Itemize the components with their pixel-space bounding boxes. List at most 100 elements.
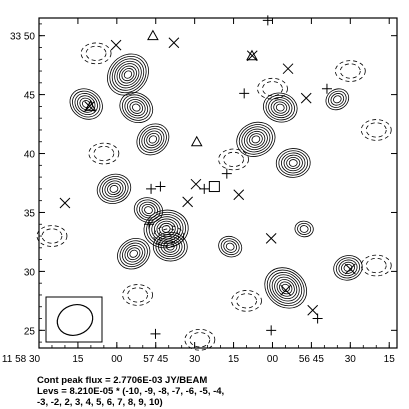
contour-source-8-level-1 bbox=[107, 182, 121, 196]
y-tick-label-3: 35 bbox=[24, 208, 36, 219]
x-tick-label-3: 57 45 bbox=[143, 354, 168, 365]
contour-source-14-level-2 bbox=[220, 238, 240, 256]
x-axis-tick-labels: 11 58 30 15 00 57 45 30 15 00 56 45 30 15 bbox=[2, 354, 395, 365]
contour-source-6-level-2 bbox=[283, 154, 303, 172]
contour-source-4-level-0 bbox=[275, 103, 285, 112]
contour-source-1-level-7 bbox=[143, 209, 189, 249]
contour-source-5-level-5 bbox=[136, 123, 170, 156]
contour-source-3-level-6 bbox=[236, 121, 276, 157]
contour-source-11-level-1 bbox=[163, 240, 178, 253]
contour-source-16-level-1 bbox=[297, 222, 312, 235]
triangle-marker-0 bbox=[147, 29, 159, 41]
x-tick-label-2: 00 bbox=[111, 354, 123, 365]
cross-marker-12 bbox=[344, 263, 356, 275]
contour-source-5-level-4 bbox=[138, 125, 167, 153]
contour-source-4-level-3 bbox=[268, 97, 293, 119]
contour-source-0-level-4 bbox=[114, 60, 142, 89]
contour-source-11-level-5 bbox=[152, 231, 188, 262]
contour-source-6-level-4 bbox=[278, 150, 309, 176]
contour-source-7-level-1 bbox=[79, 97, 93, 111]
triangle-marker-3 bbox=[246, 49, 258, 61]
contour-source-5-level-3 bbox=[141, 128, 165, 151]
y-tick-label-1: 45 bbox=[24, 91, 36, 102]
x-tick-label-7: 56 45 bbox=[299, 354, 324, 365]
contour-source-4-level-5 bbox=[262, 92, 298, 123]
contour-source-2-level-4 bbox=[121, 94, 151, 121]
contour-source-9-level-1 bbox=[141, 204, 156, 217]
contour-source-0-level-6 bbox=[109, 56, 147, 94]
contour-source-12-level-7 bbox=[264, 267, 308, 309]
beam-ellipse bbox=[56, 304, 94, 336]
negative-contour-9-1 bbox=[189, 332, 211, 348]
contour-source-13-level-1 bbox=[341, 261, 355, 274]
negative-contour-3-1 bbox=[158, 228, 180, 244]
contour-source-12-level-1 bbox=[279, 281, 293, 295]
contour-source-7-level-0 bbox=[81, 100, 91, 109]
contour-source-9-level-2 bbox=[138, 201, 158, 219]
contour-source-15-level-3 bbox=[325, 88, 350, 111]
contour-source-3-level-0 bbox=[251, 135, 261, 144]
contour-source-12-level-6 bbox=[266, 269, 305, 307]
triangle-marker-1 bbox=[84, 100, 97, 111]
contour-source-16-level-0 bbox=[299, 225, 309, 233]
contour-source-10-level-3 bbox=[122, 242, 146, 265]
contour-source-11-level-3 bbox=[158, 236, 183, 258]
contour-source-5-level-2 bbox=[143, 130, 162, 149]
x-tick-label-8: 30 bbox=[345, 354, 357, 365]
negative-contour-8-2 bbox=[231, 290, 262, 312]
contour-source-6-level-0 bbox=[288, 159, 298, 167]
y-tick-label-4: 30 bbox=[24, 267, 36, 278]
contour-source-8-level-4 bbox=[99, 176, 129, 202]
negative-contour-0-2 bbox=[36, 225, 68, 247]
negative-contour-11-1 bbox=[223, 151, 244, 168]
contour-source-11-level-2 bbox=[160, 238, 180, 255]
x-tick-label-4: 30 bbox=[189, 354, 201, 365]
negative-contour-9-2 bbox=[184, 328, 216, 351]
contour-source-8-level-3 bbox=[101, 178, 126, 200]
contour-source-0-level-2 bbox=[119, 65, 137, 84]
x-tick-label-5: 15 bbox=[228, 354, 240, 365]
contour-source-6-level-1 bbox=[286, 156, 301, 169]
negative-contour-1-2 bbox=[88, 142, 120, 165]
contour-source-3-level-3 bbox=[243, 128, 268, 151]
cross-marker-1 bbox=[182, 196, 194, 208]
cross-marker-0 bbox=[168, 37, 180, 49]
contour-source-5-level-1 bbox=[146, 132, 160, 146]
contour-source-6-level-5 bbox=[275, 148, 311, 178]
contour-source-0-level-3 bbox=[116, 63, 140, 86]
contour-source-9-level-0 bbox=[144, 206, 153, 214]
negative-contour-1-1 bbox=[93, 145, 115, 162]
contour-source-2-level-0 bbox=[132, 103, 141, 112]
negative-contour-0-1 bbox=[41, 228, 63, 244]
contour-source-10-level-1 bbox=[126, 247, 141, 261]
contour-source-4-level-2 bbox=[270, 99, 290, 116]
negative-contour-7-1 bbox=[85, 45, 107, 61]
negative-contour-2-1 bbox=[127, 287, 148, 303]
contour-source-13-level-4 bbox=[333, 255, 363, 281]
contour-source-13-level-3 bbox=[335, 257, 361, 279]
contour-source-2-level-1 bbox=[129, 101, 144, 114]
negative-contour-10-2 bbox=[360, 119, 392, 141]
contour-source-12-level-2 bbox=[276, 279, 295, 297]
contour-source-3-level-2 bbox=[246, 130, 266, 148]
negative-contour-8-1 bbox=[236, 293, 257, 309]
y-axis-tick-labels: 33 50 45 40 35 30 25 bbox=[10, 32, 35, 338]
plus-marker-3 bbox=[155, 181, 166, 192]
contour-source-15-level-0 bbox=[333, 95, 342, 104]
plus-marker-5 bbox=[150, 328, 161, 339]
plus-marker-0 bbox=[262, 15, 273, 26]
contour-source-12-level-3 bbox=[274, 276, 298, 300]
negative-contour-2-2 bbox=[122, 284, 153, 306]
contour-source-8-level-5 bbox=[96, 173, 132, 204]
contour-source-7-level-3 bbox=[74, 93, 98, 116]
contour-source-2-level-5 bbox=[119, 92, 154, 124]
triangle-marker-2 bbox=[190, 135, 203, 147]
negative-contour-11-2 bbox=[218, 148, 249, 171]
plus-marker-8 bbox=[321, 83, 332, 94]
plus-marker-1 bbox=[239, 88, 250, 99]
contour-source-16-level-2 bbox=[294, 220, 314, 238]
contour-source-10-level-4 bbox=[119, 240, 148, 268]
x-tick-label-1: 15 bbox=[72, 354, 84, 365]
contour-source-12-level-5 bbox=[269, 272, 303, 304]
